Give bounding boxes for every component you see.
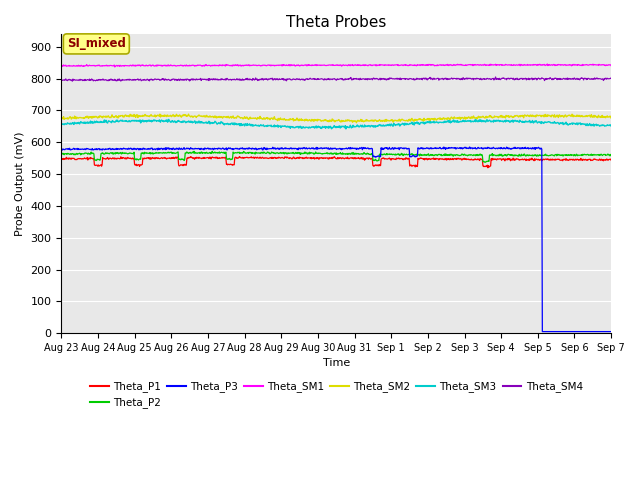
Theta_SM1 — [280, 62, 288, 68]
Theta_SM3 — [165, 117, 173, 122]
Text: SI_mixed: SI_mixed — [67, 37, 126, 50]
Theta_SM1 — [607, 63, 615, 69]
Theta_P2 — [209, 148, 216, 154]
Theta_SM2 — [114, 114, 122, 120]
Theta_P3 — [538, 329, 546, 335]
Theta_SM4 — [436, 76, 444, 82]
Theta_P2 — [300, 151, 308, 156]
Theta_SM1 — [497, 62, 504, 68]
Line: Theta_SM3: Theta_SM3 — [61, 120, 611, 129]
Theta_P1 — [487, 156, 495, 162]
Theta_SM4 — [487, 76, 495, 82]
Theta_SM2 — [58, 115, 65, 120]
Theta_P3 — [300, 145, 307, 151]
Theta_P2 — [436, 152, 444, 157]
Theta_P2 — [487, 152, 495, 158]
Theta_P3 — [58, 146, 65, 152]
Theta_P3 — [114, 146, 122, 152]
Line: Theta_SM2: Theta_SM2 — [61, 114, 611, 122]
Theta_SM2 — [156, 111, 164, 117]
Theta_SM2 — [497, 114, 505, 120]
Theta_SM4 — [607, 75, 615, 81]
Line: Theta_SM1: Theta_SM1 — [61, 64, 611, 67]
Line: Theta_P1: Theta_P1 — [61, 156, 611, 168]
Theta_SM1 — [487, 61, 495, 67]
Theta_SM1 — [300, 62, 308, 68]
Theta_P2 — [607, 152, 615, 158]
Y-axis label: Probe Output (mV): Probe Output (mV) — [15, 132, 25, 236]
Theta_P1 — [497, 156, 505, 162]
Theta_SM3 — [300, 125, 308, 131]
Theta_SM4 — [300, 77, 308, 83]
Theta_SM4 — [492, 74, 499, 80]
Theta_SM3 — [342, 126, 349, 132]
Line: Theta_P2: Theta_P2 — [61, 151, 611, 162]
Theta_P3 — [435, 145, 443, 151]
Theta_P1 — [436, 156, 444, 162]
Theta_SM1 — [111, 64, 118, 70]
Theta_SM4 — [497, 76, 505, 82]
Theta_SM2 — [353, 120, 360, 125]
Legend: Theta_P1, Theta_P2, Theta_P3, Theta_SM1, Theta_SM2, Theta_SM3, Theta_SM4: Theta_P1, Theta_P2, Theta_P3, Theta_SM1,… — [86, 377, 587, 413]
Theta_P1 — [114, 156, 122, 161]
Theta_SM2 — [300, 117, 308, 123]
Theta_SM2 — [487, 114, 495, 120]
Theta_P3 — [280, 146, 287, 152]
Theta_P3 — [497, 146, 504, 152]
Theta_P1 — [300, 156, 308, 161]
Theta_P2 — [114, 150, 122, 156]
Theta_SM3 — [497, 119, 505, 124]
Theta_SM1 — [58, 63, 65, 69]
Theta_SM3 — [607, 122, 615, 128]
Theta_SM3 — [280, 123, 288, 129]
Theta_SM3 — [114, 117, 122, 123]
Theta_P3 — [466, 144, 474, 150]
Theta_SM2 — [607, 115, 615, 121]
Theta_P1 — [607, 157, 615, 163]
Theta_P1 — [484, 165, 492, 170]
Theta_P2 — [58, 150, 65, 156]
Theta_SM3 — [487, 119, 495, 125]
Theta_P3 — [607, 329, 615, 335]
Theta_SM3 — [436, 120, 444, 125]
Theta_SM2 — [280, 116, 288, 121]
Line: Theta_SM4: Theta_SM4 — [61, 77, 611, 81]
Theta_SM2 — [436, 115, 444, 120]
Line: Theta_P3: Theta_P3 — [61, 147, 611, 332]
Theta_P2 — [280, 151, 288, 157]
Theta_SM4 — [280, 77, 288, 83]
X-axis label: Time: Time — [323, 359, 350, 369]
Title: Theta Probes: Theta Probes — [286, 15, 387, 30]
Theta_P2 — [497, 152, 505, 158]
Theta_SM1 — [436, 62, 444, 68]
Theta_P2 — [481, 159, 489, 165]
Theta_SM4 — [68, 78, 76, 84]
Theta_SM4 — [115, 78, 122, 84]
Theta_P1 — [236, 154, 244, 159]
Theta_SM3 — [58, 122, 65, 128]
Theta_P3 — [487, 145, 495, 151]
Theta_SM1 — [543, 61, 551, 67]
Theta_SM1 — [115, 62, 122, 68]
Theta_P1 — [58, 156, 65, 161]
Theta_SM4 — [58, 77, 65, 83]
Theta_P1 — [280, 156, 288, 161]
